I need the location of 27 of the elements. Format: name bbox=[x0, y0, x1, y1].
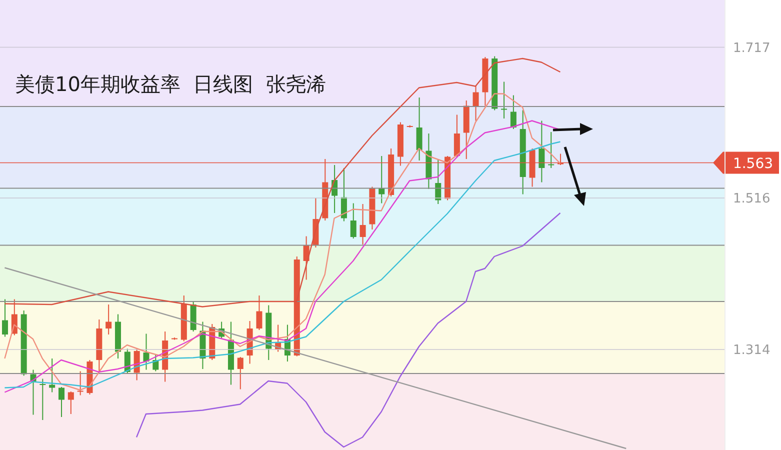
candlestick bbox=[350, 202, 356, 239]
y-tick-label: 1.314 bbox=[733, 343, 770, 358]
candlestick bbox=[435, 159, 442, 204]
candlestick bbox=[378, 156, 385, 204]
candlestick bbox=[472, 85, 479, 122]
candlestick bbox=[77, 370, 84, 396]
candlestick bbox=[548, 132, 554, 168]
candlestick bbox=[40, 378, 46, 420]
candlestick bbox=[2, 298, 8, 338]
candlestick bbox=[510, 94, 516, 130]
candlestick bbox=[68, 391, 74, 414]
candlestick bbox=[538, 120, 545, 183]
candlestick bbox=[58, 386, 64, 418]
line-series bbox=[136, 212, 561, 448]
candlestick bbox=[454, 114, 460, 158]
candlestick bbox=[360, 204, 366, 245]
candlestick bbox=[106, 304, 112, 335]
y-tick-label: 1.717 bbox=[733, 40, 770, 56]
candlestick bbox=[416, 97, 422, 161]
y-tick-label: 1.516 bbox=[733, 192, 770, 207]
candlestick bbox=[237, 356, 244, 390]
text: 美债10年期收益率 日线图 张尧浠 bbox=[15, 71, 326, 98]
candlestick bbox=[49, 358, 56, 393]
candlestick bbox=[143, 333, 150, 370]
candlestick bbox=[501, 81, 508, 119]
candlestick bbox=[152, 354, 159, 372]
ref-line-label: 1.563 bbox=[732, 156, 774, 172]
